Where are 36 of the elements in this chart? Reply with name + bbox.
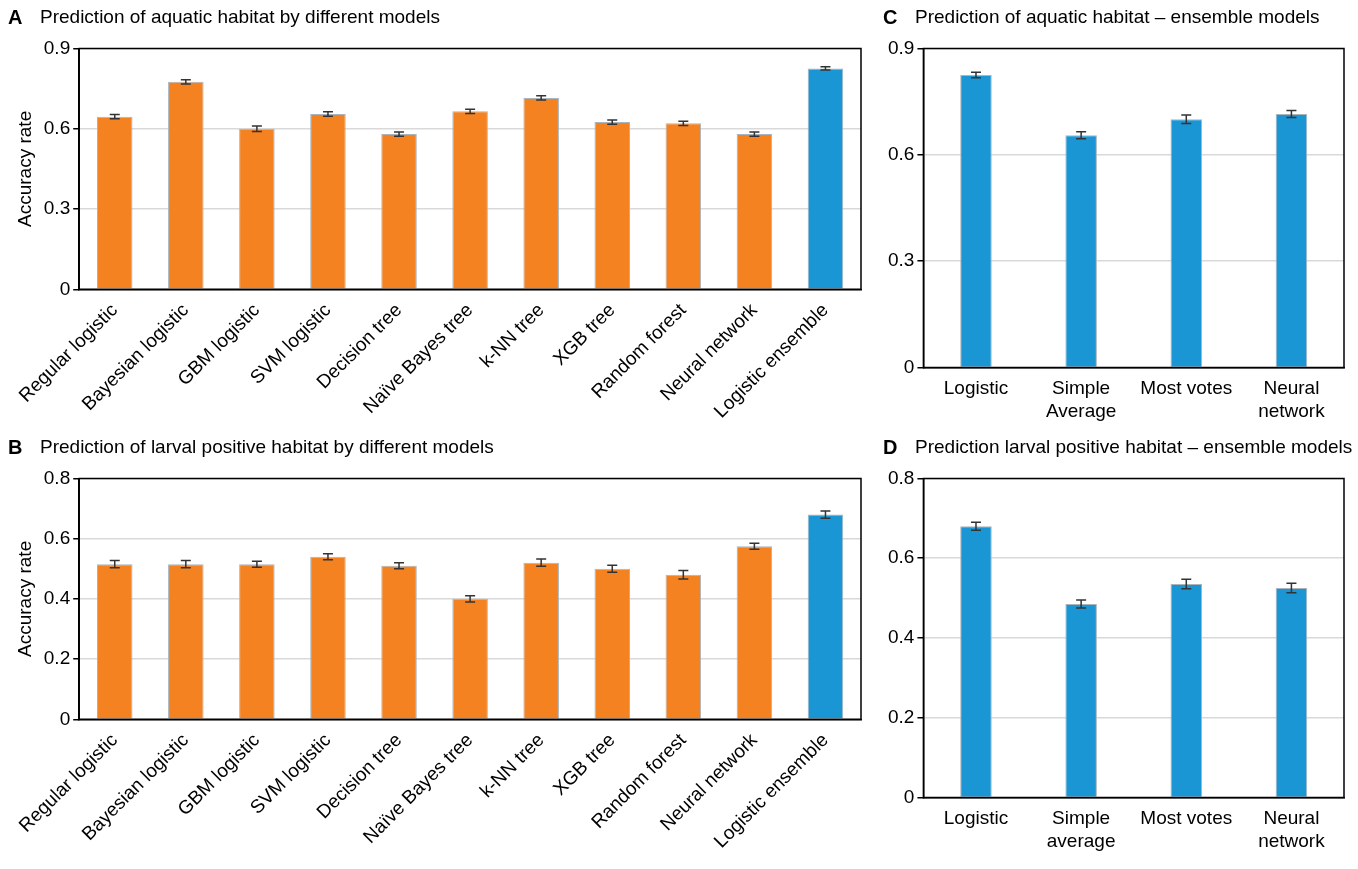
text: D — [883, 436, 898, 459]
x-tick-label: Simple average — [1046, 807, 1116, 851]
y-tick-label: 0.6 — [43, 526, 71, 548]
y-tick-label: 0.4 — [43, 587, 71, 609]
y-tick-label: 0.9 — [43, 36, 71, 58]
y-axis-title: Accuracy rate — [13, 110, 35, 227]
y-axis-title: Accuracy rate — [13, 540, 35, 657]
y-tick-label: 0.6 — [43, 116, 71, 138]
chart-title: Prediction of aquatic habitat by different models — [40, 6, 440, 28]
x-tick-label: Neural network — [1258, 807, 1326, 851]
y-tick-label: 0 — [903, 355, 915, 377]
x-tick-label: Logistic — [943, 377, 1009, 399]
text: C — [883, 6, 898, 29]
y-tick-label: 0.6 — [887, 142, 915, 164]
y-tick-label: 0.9 — [887, 36, 915, 58]
y-tick-label: 0.3 — [43, 197, 71, 219]
text: A — [8, 6, 23, 29]
chart-title: Prediction of aquatic habitat – ensemble models — [915, 6, 1320, 28]
y-tick-label: 0.8 — [43, 466, 71, 488]
y-tick-label: 0.2 — [43, 647, 71, 669]
y-tick-label: 0.4 — [887, 626, 915, 648]
x-tick-label: Neural network — [1258, 377, 1326, 421]
y-tick-label: 0 — [59, 707, 71, 729]
chart-title: Prediction of larval positive habitat by different models — [40, 436, 494, 458]
y-tick-label: 0.8 — [887, 466, 915, 488]
y-tick-label: 0 — [903, 785, 915, 807]
y-tick-label: 0.3 — [887, 249, 915, 271]
y-tick-label: 0.6 — [887, 546, 915, 568]
y-tick-label: 0.2 — [887, 705, 915, 727]
text: B — [8, 436, 23, 459]
x-tick-label: Most votes — [1140, 377, 1233, 399]
chart-title: Prediction larval positive habitat – ensemble models — [915, 436, 1353, 458]
x-tick-label: Logistic — [943, 807, 1009, 829]
x-tick-label: Simple Average — [1045, 377, 1117, 421]
x-tick-label: Most votes — [1140, 807, 1233, 829]
y-tick-label: 0 — [59, 277, 71, 299]
